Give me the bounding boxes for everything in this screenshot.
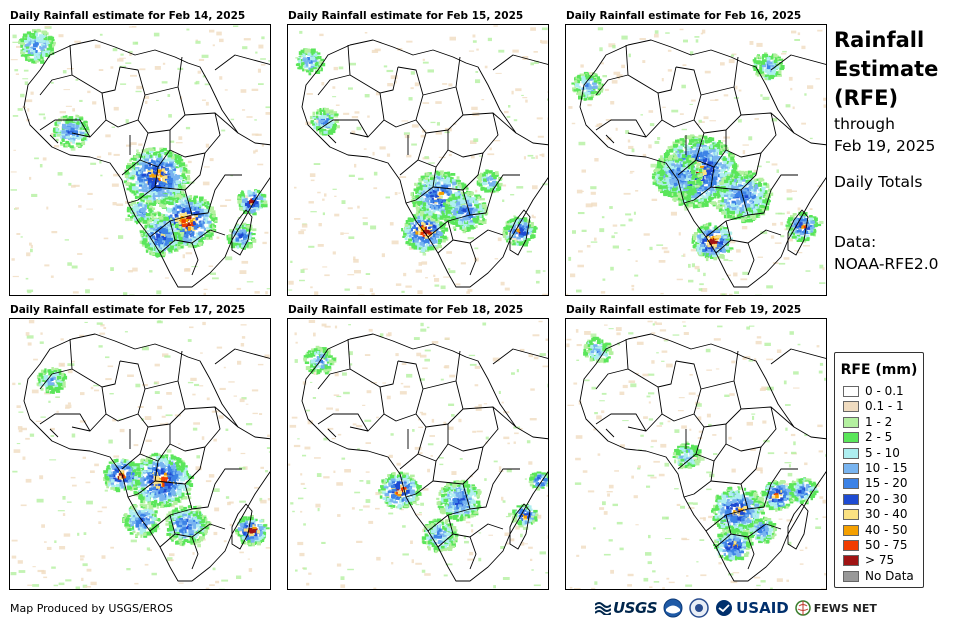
legend-label: 0.1 - 1 (865, 399, 904, 414)
title-rainfall: Rainfall (834, 28, 925, 52)
africa-map-feb15 (288, 25, 548, 295)
panel-title-feb16: Daily Rainfall estimate for Feb 16, 2025 (566, 10, 802, 22)
logo-strip: USGS USAID FEWS NET (595, 598, 877, 618)
africa-map-feb19 (566, 320, 826, 589)
legend-swatch (843, 432, 859, 444)
legend-swatch (843, 462, 859, 474)
legend-swatch (843, 493, 859, 505)
legend-item: No Data (835, 569, 923, 584)
usaid-logo: USAID (715, 599, 789, 617)
legend-swatch (843, 447, 859, 459)
rain-field (10, 319, 270, 589)
usaid-seal-icon (716, 600, 733, 616)
rain-field (10, 25, 270, 295)
panel-title-feb15: Daily Rainfall estimate for Feb 15, 2025 (288, 10, 524, 22)
map-panel-feb17 (9, 318, 271, 590)
legend-item: 15 - 20 (835, 476, 923, 491)
doc-seal-icon (689, 598, 709, 618)
legend-item: 20 - 30 (835, 492, 923, 507)
legend-swatch (843, 524, 859, 536)
legend-swatch (843, 386, 859, 397)
legend-swatch (843, 570, 859, 582)
legend-label: 5 - 10 (865, 445, 900, 460)
africa-map-feb14 (10, 25, 270, 295)
map-info-block: Rainfall Estimate (RFE) through Feb 19, … (834, 26, 964, 275)
africa-map-feb18 (288, 320, 548, 589)
usaid-logo-text: USAID (736, 599, 789, 617)
legend-swatch (843, 401, 859, 413)
legend-label: > 75 (865, 553, 895, 568)
legend-item: 50 - 75 (835, 538, 923, 553)
fews-net-logo: FEWS NET (794, 600, 877, 616)
legend-swatch (843, 478, 859, 490)
legend-label: No Data (865, 568, 914, 583)
legend-item: 2 - 5 (835, 430, 923, 445)
legend-swatch (843, 555, 859, 567)
panel-title-feb18: Daily Rainfall estimate for Feb 18, 2025 (288, 304, 524, 316)
title-estimate: Estimate (834, 57, 939, 81)
title-rfe: (RFE) (834, 86, 899, 110)
through-date: Feb 19, 2025 (834, 137, 936, 155)
legend-label: 50 - 75 (865, 537, 908, 552)
map-panel-feb16 (565, 24, 827, 296)
fews-globe-icon (794, 600, 811, 616)
legend-swatch (843, 416, 859, 428)
data-source: NOAA-RFE2.0 (834, 255, 939, 273)
legend-item: 5 - 10 (835, 446, 923, 461)
usgs-logo: USGS (595, 599, 658, 617)
map-credit: Map Produced by USGS/EROS (10, 602, 173, 615)
noaa-logo-icon (663, 598, 683, 618)
panel-title-feb19: Daily Rainfall estimate for Feb 19, 2025 (566, 304, 802, 316)
legend-label: 30 - 40 (865, 507, 908, 522)
rain-field (566, 320, 826, 589)
legend-title: RFE (mm) (840, 362, 918, 378)
legend-label: 1 - 2 (865, 414, 893, 429)
legend-label: 0 - 0.1 (865, 384, 904, 398)
legend-item: 1 - 2 (835, 415, 923, 430)
africa-map-feb17 (10, 319, 270, 589)
legend-item: 10 - 15 (835, 461, 923, 476)
legend-swatch (843, 539, 859, 551)
map-panel-feb19 (565, 318, 827, 590)
legend-item: 30 - 40 (835, 507, 923, 522)
data-label: Data: (834, 233, 877, 251)
rain-field (566, 27, 826, 295)
africa-map-feb16 (566, 27, 826, 295)
totals-label: Daily Totals (834, 173, 923, 191)
legend-item: 0.1 - 1 (835, 399, 923, 414)
legend-item: 0 - 0.1 (835, 384, 923, 399)
panel-title-feb14: Daily Rainfall estimate for Feb 14, 2025 (10, 10, 246, 22)
legend-item: 40 - 50 (835, 523, 923, 538)
panel-title-feb17: Daily Rainfall estimate for Feb 17, 2025 (10, 304, 246, 316)
map-panel-feb14 (9, 24, 271, 296)
map-panel-feb15 (287, 24, 549, 296)
usgs-logo-text: USGS (613, 599, 658, 617)
legend-label: 40 - 50 (865, 522, 908, 537)
legend-swatch (843, 509, 859, 521)
legend-label: 15 - 20 (865, 476, 908, 491)
legend-label: 10 - 15 (865, 460, 908, 475)
legend-item: > 75 (835, 553, 923, 568)
fews-logo-text: FEWS NET (813, 601, 877, 615)
legend-label: 20 - 30 (865, 491, 908, 506)
legend-label: 2 - 5 (865, 430, 893, 445)
usgs-wave-icon (595, 602, 611, 615)
through-label: through (834, 115, 895, 133)
map-panel-feb18 (287, 318, 549, 590)
